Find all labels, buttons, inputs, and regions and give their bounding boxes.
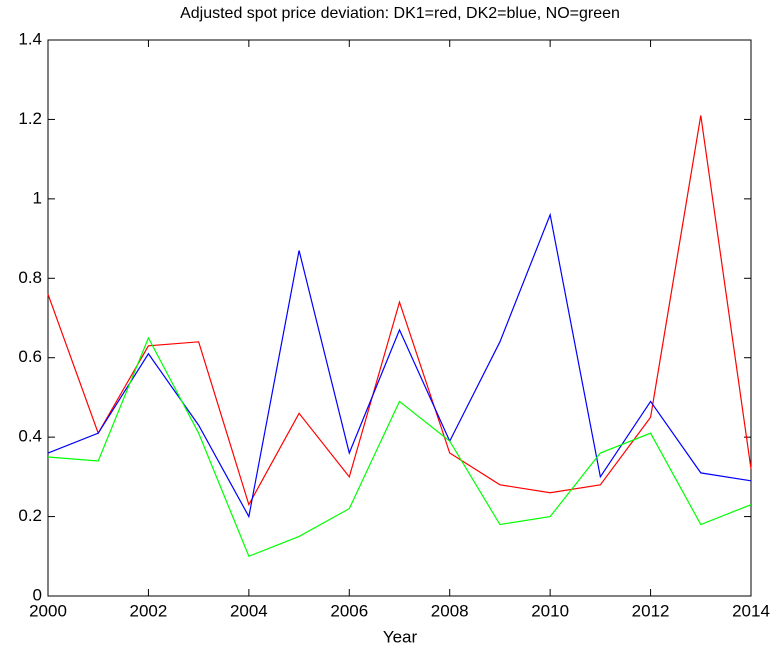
- y-tick-label: 0.6: [18, 347, 42, 366]
- chart-title: Adjusted spot price deviation: DK1=red, …: [180, 5, 620, 22]
- data-line: [47, 115, 752, 507]
- plot-frame: [47, 39, 752, 597]
- x-tick-label: 2006: [330, 601, 368, 620]
- y-tick-label: 0.4: [18, 427, 42, 446]
- y-tick-label: 1: [33, 188, 42, 207]
- y-tick-label: 1.2: [18, 109, 42, 128]
- data-line: [47, 212, 752, 519]
- x-tick-label: 2008: [431, 601, 469, 620]
- x-tick-label: 2012: [632, 601, 670, 620]
- x-tick-label: 2014: [732, 601, 770, 620]
- x-tick-label: 2004: [230, 601, 268, 620]
- y-tick-label: 0.8: [18, 268, 42, 287]
- y-tick-label: 0.2: [18, 506, 42, 525]
- data-line: [47, 336, 752, 558]
- x-tick-label: 2002: [130, 601, 168, 620]
- x-tick-label: 2010: [531, 601, 569, 620]
- y-tick-label: 0: [33, 585, 42, 604]
- x-axis-label: Year: [383, 627, 418, 646]
- x-tick-label: 2000: [29, 601, 67, 620]
- y-tick-label: 1.4: [18, 29, 42, 48]
